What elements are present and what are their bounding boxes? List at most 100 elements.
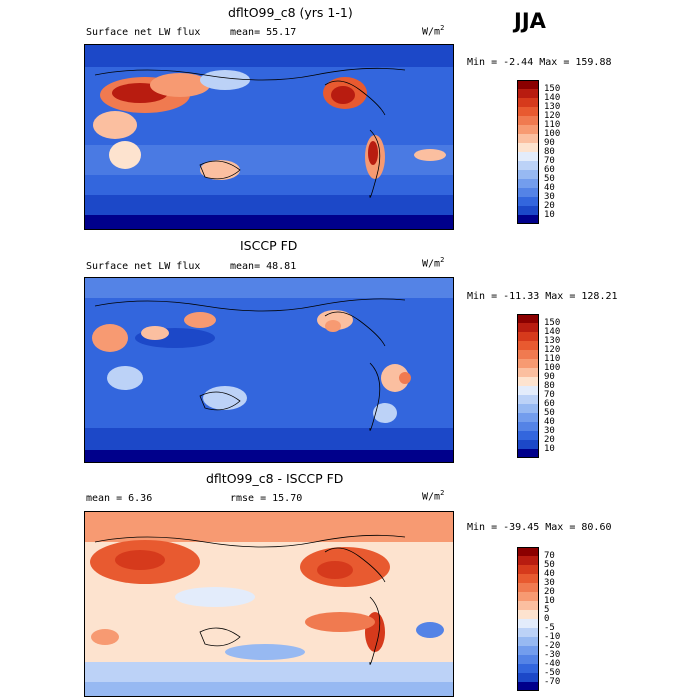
colorbar-swatch (517, 179, 539, 188)
panel-2-colorbar: 150 140 130 120 110 100 90 80 70 60 50 40 30 20 10 (517, 314, 560, 459)
colorbar-tick-label: 130 (544, 101, 561, 112)
colorbar-swatch (517, 161, 539, 170)
panel-2-map (84, 277, 454, 463)
colorbar-swatch (517, 188, 539, 197)
colorbar-tick-label: 40 (544, 568, 555, 579)
panel-3-units: W/m2 (422, 489, 445, 503)
colorbar-tick-label: 100 (544, 128, 561, 139)
colorbar-swatch (517, 170, 539, 179)
colorbar-swatch (517, 682, 539, 691)
colorbar-swatch (517, 619, 539, 628)
colorbar-tick-label: 50 (544, 173, 555, 184)
colorbar-frame (517, 80, 539, 224)
colorbar-tick-label: 110 (544, 353, 561, 364)
colorbar-swatch (517, 655, 539, 664)
colorbar-swatch (517, 152, 539, 161)
colorbar-swatch (517, 143, 539, 152)
colorbar-swatch (517, 664, 539, 673)
colorbar-tick-label: -5 (544, 622, 555, 633)
panel-2-units: W/m2 (422, 256, 445, 270)
colorbar-tick-label: 90 (544, 371, 555, 382)
colorbar-tick-label: 60 (544, 164, 555, 175)
colorbar-swatch (517, 422, 539, 431)
colorbar-swatch (517, 449, 539, 458)
season-label: JJA (514, 9, 546, 33)
colorbar-tick-label: 130 (544, 335, 561, 346)
colorbar-tick-label: -70 (544, 676, 561, 687)
panel-1-mean: mean= 55.17 (230, 27, 297, 38)
colorbar-tick-label: 150 (544, 317, 561, 328)
colorbar-tick-label: -10 (544, 631, 561, 642)
colorbar-swatch (517, 673, 539, 682)
colorbar-tick-label: 0 (544, 613, 550, 624)
colorbar-swatch (517, 592, 539, 601)
colorbar-swatch (517, 332, 539, 341)
panel-1-colorbar: 150 140 130 120 110 100 90 80 70 60 50 40 30 20 10 (517, 80, 560, 225)
colorbar-tick-label: 70 (544, 389, 555, 400)
colorbar-tick-label: 5 (544, 604, 550, 615)
colorbar-swatch (517, 206, 539, 215)
colorbar-swatch (517, 359, 539, 368)
panel-2-field: Surface net LW flux (86, 261, 201, 272)
colorbar-tick-label: 30 (544, 577, 555, 588)
colorbar-swatch (517, 80, 539, 89)
panel-2-minmax: Min = -11.33 Max = 128.21 (467, 291, 618, 302)
colorbar-swatch (517, 547, 539, 556)
panel-3-colorbar: 70 50 40 30 20 10 5 0 -5 -10 -20 -30 -40 -50 -70 (517, 547, 560, 692)
colorbar-swatch (517, 610, 539, 619)
colorbar-tick-label: 30 (544, 425, 555, 436)
colorbar-swatch (517, 386, 539, 395)
colorbar-swatch (517, 368, 539, 377)
colorbar-tick-label: -20 (544, 640, 561, 651)
colorbar-tick-label: 70 (544, 550, 555, 561)
colorbar-tick-label: -50 (544, 667, 561, 678)
colorbar-tick-label: 120 (544, 344, 561, 355)
panel-1-map (84, 44, 454, 230)
colorbar-tick-label: 50 (544, 407, 555, 418)
colorbar-tick-label: 10 (544, 209, 555, 220)
colorbar-swatch (517, 341, 539, 350)
colorbar-tick-label: 40 (544, 182, 555, 193)
colorbar-swatch (517, 556, 539, 565)
colorbar-swatch (517, 323, 539, 332)
panel-2-map-svg (85, 278, 453, 462)
colorbar-frame (517, 314, 539, 458)
colorbar-tick-label: 10 (544, 443, 555, 454)
colorbar-tick-label: 50 (544, 559, 555, 570)
colorbar-tick-label: 120 (544, 110, 561, 121)
colorbar-swatch (517, 89, 539, 98)
colorbar-tick-label: 20 (544, 200, 555, 211)
colorbar-swatch (517, 440, 539, 449)
colorbar-swatch (517, 431, 539, 440)
colorbar-tick-label: 140 (544, 92, 561, 103)
panel-1-title: dfltO99_c8 (yrs 1-1) (228, 5, 353, 20)
panel-3-minmax: Min = -39.45 Max = 80.60 (467, 522, 612, 533)
panel-3-map (84, 511, 454, 697)
colorbar-swatch (517, 413, 539, 422)
colorbar-swatch (517, 215, 539, 224)
panel-2-title: ISCCP FD (240, 238, 298, 253)
panel-1-map-svg (85, 45, 453, 229)
colorbar-swatch (517, 107, 539, 116)
colorbar-swatch (517, 377, 539, 386)
colorbar-tick-label: 20 (544, 434, 555, 445)
colorbar-tick-label: 30 (544, 191, 555, 202)
colorbar-tick-label: 60 (544, 398, 555, 409)
colorbar-frame (517, 547, 539, 691)
colorbar-swatch (517, 350, 539, 359)
colorbar-swatch (517, 565, 539, 574)
colorbar-tick-label: -30 (544, 649, 561, 660)
colorbar-tick-label: -40 (544, 658, 561, 669)
colorbar-tick-label: 150 (544, 83, 561, 94)
colorbar-tick-label: 40 (544, 416, 555, 427)
colorbar-tick-label: 10 (544, 595, 555, 606)
panel-2-mean: mean= 48.81 (230, 261, 297, 272)
colorbar-tick-label: 80 (544, 380, 555, 391)
colorbar-swatch (517, 574, 539, 583)
panel-1-field: Surface net LW flux (86, 27, 201, 38)
panel-3-map-svg (85, 512, 453, 696)
colorbar-tick-label: 140 (544, 326, 561, 337)
colorbar-tick-label: 80 (544, 146, 555, 157)
colorbar-tick-label: 110 (544, 119, 561, 130)
colorbar-swatch (517, 637, 539, 646)
